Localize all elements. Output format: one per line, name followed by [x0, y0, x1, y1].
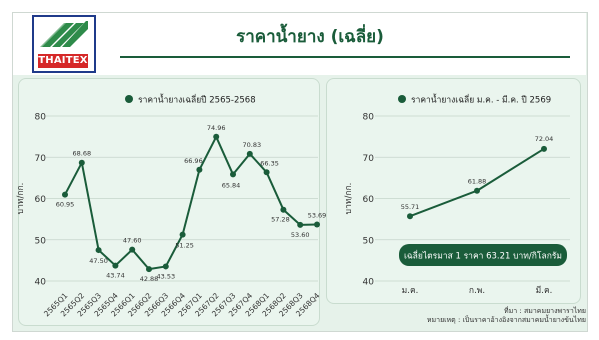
- data-point: [146, 266, 152, 273]
- data-point: [78, 159, 85, 166]
- data-label: 72.04: [535, 135, 554, 143]
- y-tick-label: 70: [363, 154, 375, 164]
- chart-title: ราคาน้ำยางเฉลี่ย ม.ค. - มี.ค. ปี 2569: [411, 94, 551, 106]
- y-tick-label: 40: [35, 278, 47, 288]
- chart-title: ราคาน้ำยางเฉลี่ยปี 2565-2568: [138, 94, 256, 106]
- logo-text: THAITEX: [38, 54, 88, 68]
- y-axis-label: บาท/กก.: [344, 183, 354, 215]
- chart-panel-left: [18, 78, 320, 326]
- data-label: 47.50: [89, 257, 108, 265]
- header-bar: [13, 13, 586, 75]
- data-label: 43.74: [106, 272, 125, 280]
- data-label: 43.53: [156, 272, 175, 280]
- y-tick-label: 50: [35, 236, 47, 246]
- x-tick-label: มี.ค.: [536, 285, 553, 296]
- data-point: [407, 213, 413, 220]
- data-label: 60.95: [56, 201, 75, 209]
- data-label: 74.96: [207, 124, 226, 132]
- data-label: 53.60: [291, 231, 310, 239]
- y-tick-label: 80: [363, 113, 375, 123]
- legend-dot: [398, 95, 406, 103]
- logo-stripes-icon: [40, 21, 88, 47]
- data-label: 66.35: [260, 159, 279, 167]
- data-point: [213, 133, 220, 140]
- remark-text: หมายเหตุ : เป็นราคาอ้างอิงจากสมาคมน้ำยาง…: [426, 316, 586, 324]
- data-label: 70.83: [242, 141, 261, 149]
- data-point: [179, 231, 186, 238]
- data-label: 51.25: [175, 242, 194, 250]
- average-badge: [399, 244, 567, 266]
- data-point: [129, 246, 136, 253]
- series-line: [64, 135, 318, 271]
- data-label: 61.88: [468, 178, 487, 186]
- y-tick-label: 60: [35, 195, 47, 205]
- data-point: [314, 221, 320, 228]
- data-point: [541, 145, 547, 152]
- page-title: ราคาน้ำยาง (เฉลี่ย): [236, 27, 384, 47]
- data-point: [474, 187, 480, 194]
- x-tick-label: ก.พ.: [469, 286, 485, 296]
- data-point: [230, 171, 236, 178]
- data-point: [263, 169, 270, 176]
- data-point: [196, 166, 203, 173]
- legend-dot: [125, 95, 133, 103]
- data-label: 66.96: [184, 157, 203, 165]
- thaitex-logo: THAITEX: [32, 15, 96, 73]
- data-label: 55.71: [401, 203, 420, 211]
- y-axis-label: บาท/กก.: [16, 183, 26, 215]
- source-text: ที่มา : สมาคมยางพาราไทย: [503, 307, 586, 315]
- data-point: [95, 247, 102, 254]
- footer-notes: ที่มา : สมาคมยางพาราไทย หมายเหตุ : เป็นร…: [390, 307, 586, 325]
- data-label: 47.60: [123, 237, 142, 245]
- average-badge-text: เฉลี่ยไตรมาส 1 ราคา 63.21 บาท/กิโลกรัม: [404, 250, 562, 262]
- data-label: 42.88: [140, 275, 159, 283]
- y-tick-label: 50: [363, 236, 375, 246]
- data-label: 68.68: [72, 150, 91, 158]
- x-tick-label: ม.ค.: [402, 286, 419, 296]
- data-point: [62, 191, 68, 198]
- y-tick-label: 80: [35, 113, 47, 123]
- data-point: [246, 150, 253, 157]
- y-tick-label: 40: [363, 278, 375, 288]
- data-label: 53.69: [308, 212, 327, 220]
- y-tick-label: 60: [363, 195, 375, 205]
- data-label: 65.84: [222, 181, 241, 189]
- data-point: [280, 206, 287, 213]
- title-underline: [120, 56, 570, 58]
- data-point: [297, 221, 304, 228]
- data-label: 57.28: [271, 216, 290, 224]
- data-point: [162, 263, 169, 270]
- y-tick-label: 70: [35, 154, 47, 164]
- data-point: [112, 262, 119, 269]
